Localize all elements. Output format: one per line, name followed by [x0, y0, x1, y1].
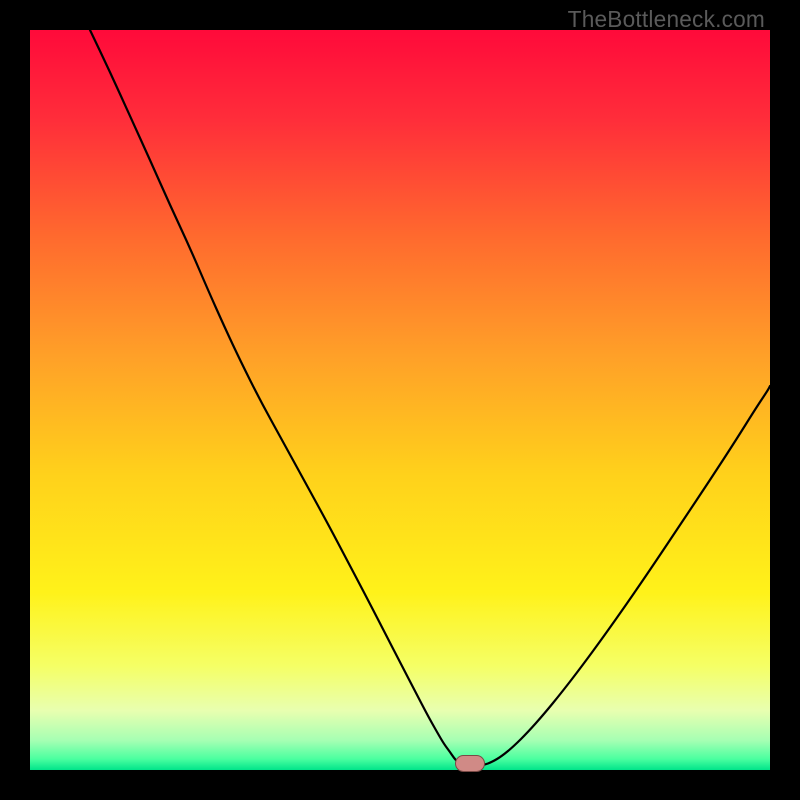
curve-path [90, 30, 770, 766]
optimal-point-marker [455, 756, 485, 771]
marker-pill-icon [455, 755, 485, 772]
bottleneck-curve [30, 30, 770, 770]
watermark-text: TheBottleneck.com [568, 6, 765, 33]
plot-area [30, 30, 770, 770]
chart-stage: TheBottleneck.com [0, 0, 800, 800]
